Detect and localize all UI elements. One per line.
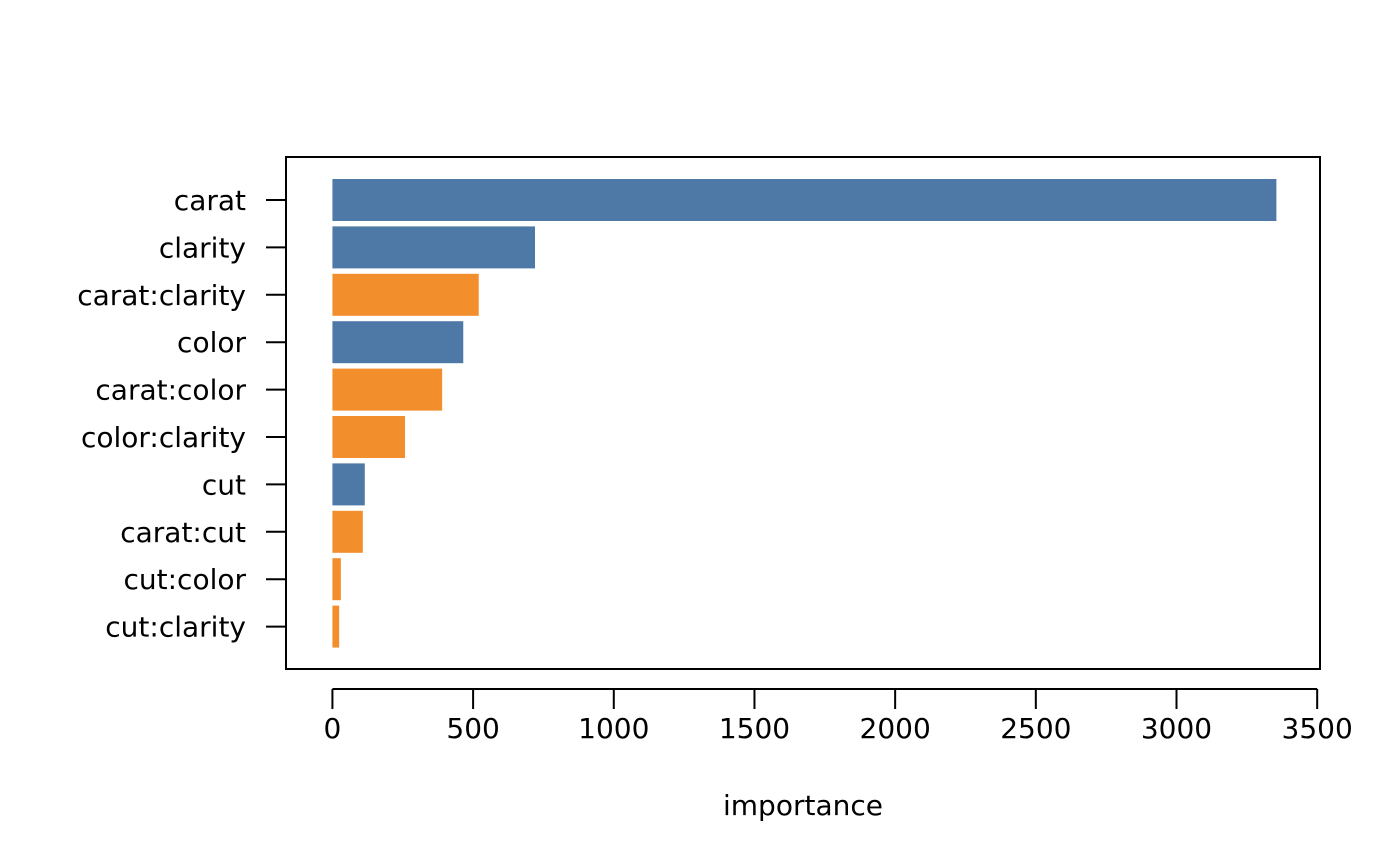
- bar-carat-cut: [332, 510, 363, 553]
- plot-frame: [285, 156, 1321, 670]
- x-tick-label: 3500: [1282, 712, 1353, 745]
- category-label: carat:color: [95, 374, 246, 407]
- x-tick-label: 0: [324, 712, 342, 745]
- category-label: cut: [202, 468, 246, 501]
- x-tick-label: 1500: [719, 712, 790, 745]
- category-label: clarity: [159, 231, 246, 264]
- bar-cut-color: [332, 558, 341, 601]
- x-tick-label: 2500: [1000, 712, 1071, 745]
- x-ticks-group: 0 500 1000 1500 2000 2500 3000 3500: [324, 689, 1353, 745]
- x-axis-title: importance: [723, 789, 883, 822]
- bar-clarity: [332, 226, 536, 269]
- category-label: cut:clarity: [105, 611, 246, 644]
- bar-color: [332, 321, 464, 364]
- category-label: carat:clarity: [77, 279, 246, 312]
- x-tick-label: 3000: [1141, 712, 1212, 745]
- bar-color-clarity: [332, 416, 406, 458]
- bar-carat: [332, 179, 1277, 221]
- x-tick-label: 500: [446, 712, 499, 745]
- category-label: color: [177, 326, 246, 359]
- x-tick-label: 2000: [860, 712, 931, 745]
- bar-cut-clarity: [332, 605, 340, 648]
- category-labels-group: carat clarity carat:clarity color carat:colo…: [77, 184, 286, 644]
- bars-group: [332, 179, 1277, 648]
- x-tick-label: 1000: [578, 712, 649, 745]
- category-label: color:clarity: [81, 421, 246, 454]
- category-label: cut:color: [124, 563, 247, 596]
- bar-cut: [332, 463, 365, 506]
- bar-carat-clarity: [332, 273, 479, 316]
- category-label: carat:cut: [120, 516, 246, 549]
- category-label: carat: [174, 184, 246, 217]
- bar-carat-color: [332, 368, 443, 411]
